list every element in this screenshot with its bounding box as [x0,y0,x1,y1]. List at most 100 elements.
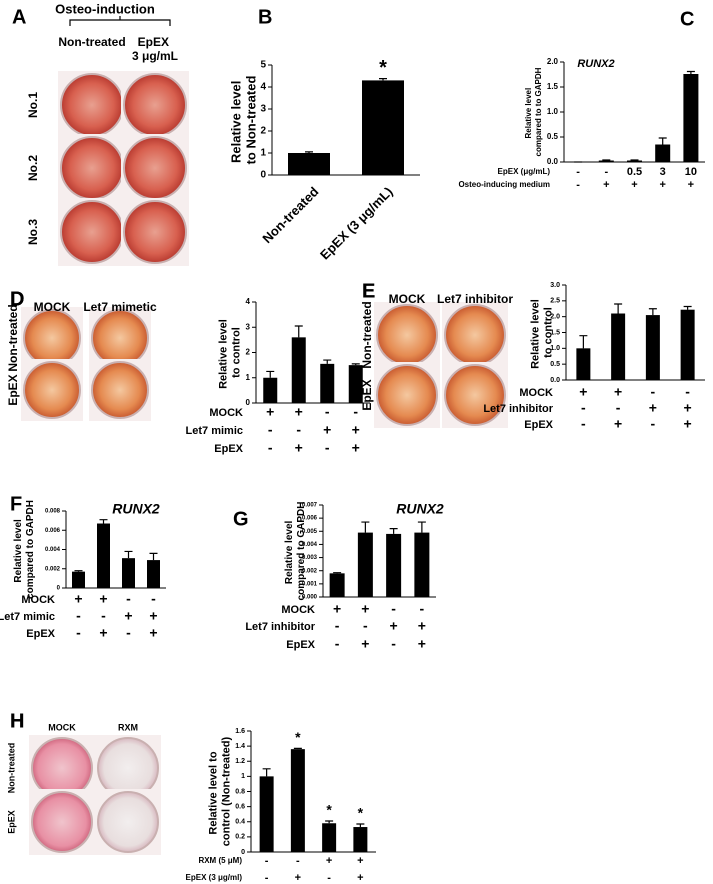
y-tick-label: 0 [260,170,266,181]
column-label: MOCK [389,292,426,306]
y-tick-label: 2.5 [550,298,560,305]
condition-mark: - [325,404,330,420]
y-tick-label: 1.0 [547,107,559,116]
y-tick-label: 0 [241,849,245,856]
x-tick-label: EpEX (3 μg/mL) [317,184,396,263]
condition-label: Osteo-inducing medium [458,180,550,189]
condition-mark: - [327,872,331,884]
y-tick-label: 4 [260,82,266,93]
row-label: No.3 [26,219,40,245]
culture-well [60,136,124,200]
condition-mark: + [357,855,363,867]
y-tick-label: 3 [260,104,266,115]
bar [576,348,591,380]
y-axis-label: Relative level to control [217,316,242,389]
y-tick-label: 0.006 [302,516,318,522]
condition-mark: - [391,601,396,617]
error-bar [323,359,332,364]
condition-mark: + [659,179,665,191]
culture-well [60,200,124,264]
condition-mark: - [76,625,81,641]
error-bar [614,303,623,314]
condition-mark: + [99,591,107,607]
panel-label: C [680,8,694,30]
chart-title: RUNX2 [577,58,614,70]
y-tick-label: 0.003 [302,555,318,561]
y-tick-label: 0.004 [45,547,61,553]
y-axis-label: Relative level compared to GAPDH [284,502,307,601]
culture-well [23,361,81,419]
y-tick-label: 0 [57,586,61,592]
bar [320,363,335,403]
y-tick-label: 2 [246,348,251,357]
condition-mark: + [295,440,303,456]
row-label: No.2 [26,155,40,181]
condition-mark: - [151,591,156,607]
significance-mark: * [358,805,364,821]
panel-label: E [362,280,375,302]
error-bar [361,521,370,533]
bar [263,377,278,403]
panel-label: D [10,288,24,310]
panel-label: H [10,710,24,732]
condition-mark: + [295,404,303,420]
row-label: Non-treated [6,743,16,794]
bar [122,558,135,588]
y-tick-label: 4 [246,297,251,306]
y-tick-label: 2 [260,126,266,137]
condition-mark: + [631,179,637,191]
condition-label: EpEX (μg/mL) [498,167,551,176]
condition-mark: - [616,400,621,416]
condition-mark: + [579,384,587,400]
condition-mark: + [333,601,341,617]
bar [655,144,671,162]
condition-mark: + [614,416,622,432]
y-tick-label: 3.0 [550,282,560,289]
significance-mark: * [379,57,387,79]
y-tick-label: 1.6 [235,728,245,735]
culture-well [23,309,81,367]
culture-well [376,364,438,426]
condition-mark: 3 [660,166,666,178]
bar [362,80,404,175]
error-bar [648,308,657,316]
condition-label: EpEX [214,443,243,455]
condition-mark: + [99,625,107,641]
x-tick-label: Non-treated [259,184,321,246]
condition-mark: + [357,872,363,884]
panel-label: F [10,493,22,515]
error-bar [124,550,133,559]
column-label: Non-treated [58,35,125,49]
culture-well [97,791,159,853]
condition-mark: - [576,166,580,178]
bar [348,365,363,403]
error-bar [417,521,426,533]
panel-label: A [12,6,26,28]
error-bar [293,747,302,750]
culture-well [31,791,93,853]
condition-mark: - [420,601,425,617]
error-bar [99,519,108,524]
panel-label: G [233,508,249,530]
y-tick-label: 0.2 [235,834,245,841]
column-label: RXM [118,722,138,732]
bar [147,560,160,588]
error-bar [294,325,303,338]
y-tick-label: 1 [260,148,266,159]
culture-well [91,361,149,419]
bar [598,160,614,162]
error-bar [266,370,275,378]
error-bar [149,552,158,561]
bar [353,827,368,852]
condition-mark: - [296,422,301,438]
condition-label: MOCK [281,604,315,616]
error-bar [356,823,365,828]
condition-label: Let7 mimic [186,425,243,437]
bar [357,532,373,597]
condition-mark: - [335,636,340,652]
culture-well [123,200,187,264]
culture-well [444,364,506,426]
error-bar [305,151,313,153]
condition-mark: + [390,618,398,634]
panel-label: B [258,6,272,28]
